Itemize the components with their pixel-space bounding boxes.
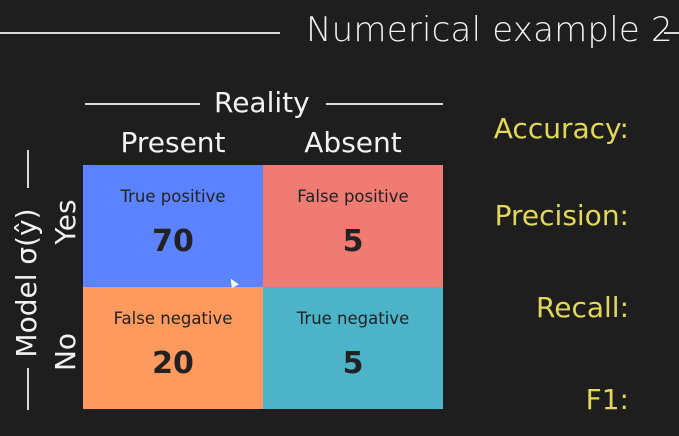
cell-false-positive: False positive 5 — [263, 165, 443, 287]
page-title: Numerical example 2 — [306, 10, 673, 50]
reality-label: Reality — [214, 86, 310, 119]
metric-precision: Precision: — [494, 199, 629, 232]
reality-rule-right — [326, 103, 443, 105]
cell-label: False negative — [113, 309, 233, 328]
cell-true-positive: True positive 70 — [83, 165, 263, 287]
cell-false-negative: False negative 20 — [83, 287, 263, 409]
cell-true-negative: True negative 5 — [263, 287, 443, 409]
model-rule-top — [27, 150, 29, 188]
cell-label: True negative — [296, 309, 410, 328]
model-label: Model σ(ŷ) — [10, 208, 43, 358]
cell-value: 5 — [342, 346, 364, 381]
metric-accuracy: Accuracy: — [493, 112, 629, 145]
reality-rule-left — [85, 103, 200, 105]
column-label-absent: Absent — [304, 126, 402, 159]
cell-value: 70 — [152, 224, 194, 259]
title-rule-left — [0, 32, 280, 34]
cell-label: True positive — [120, 187, 226, 206]
row-label-yes: Yes — [49, 199, 82, 245]
metric-f1: F1: — [585, 383, 629, 416]
column-label-present: Present — [120, 126, 226, 159]
metric-recall: Recall: — [536, 291, 629, 324]
row-label-no: No — [49, 332, 82, 372]
cell-value: 5 — [342, 224, 364, 259]
cell-label: False positive — [297, 187, 409, 206]
title-rule-right — [664, 32, 679, 34]
cell-value: 20 — [152, 346, 194, 381]
model-rule-bottom — [27, 368, 29, 410]
